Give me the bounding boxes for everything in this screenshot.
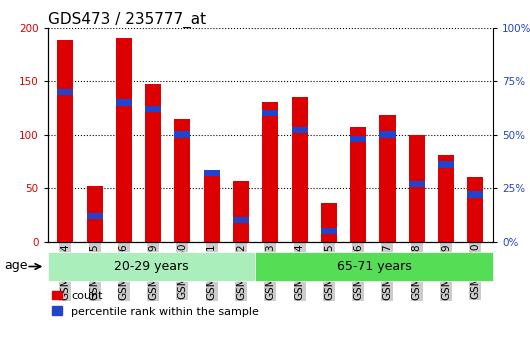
Bar xyxy=(48,252,255,281)
Bar xyxy=(409,135,425,242)
Bar xyxy=(174,131,190,138)
Bar xyxy=(438,155,454,242)
Bar xyxy=(321,203,337,241)
Bar xyxy=(116,99,132,106)
Bar xyxy=(262,110,278,116)
Bar xyxy=(262,102,278,242)
Bar xyxy=(350,136,366,142)
Legend: count, percentile rank within the sample: count, percentile rank within the sample xyxy=(48,286,263,321)
Bar xyxy=(145,84,161,242)
Bar xyxy=(57,40,73,242)
Bar xyxy=(438,161,454,168)
Text: 65-71 years: 65-71 years xyxy=(337,260,412,273)
Bar xyxy=(379,115,395,242)
Text: age: age xyxy=(4,258,28,272)
Bar xyxy=(292,127,307,134)
Bar xyxy=(233,217,249,223)
Bar xyxy=(204,170,220,176)
Bar xyxy=(350,127,366,242)
Bar xyxy=(233,180,249,241)
Bar xyxy=(86,186,103,242)
Bar xyxy=(255,252,493,281)
Bar xyxy=(379,131,395,138)
Bar xyxy=(292,97,307,242)
Text: GDS473 / 235777_at: GDS473 / 235777_at xyxy=(48,11,206,28)
Bar xyxy=(409,180,425,187)
Bar xyxy=(467,177,483,242)
Bar xyxy=(116,38,132,242)
Bar xyxy=(86,213,103,219)
Text: 20-29 years: 20-29 years xyxy=(114,260,189,273)
Bar xyxy=(204,171,220,242)
Bar xyxy=(174,119,190,242)
Bar xyxy=(57,89,73,95)
Bar xyxy=(321,228,337,234)
Bar xyxy=(145,106,161,112)
Bar xyxy=(467,191,483,198)
